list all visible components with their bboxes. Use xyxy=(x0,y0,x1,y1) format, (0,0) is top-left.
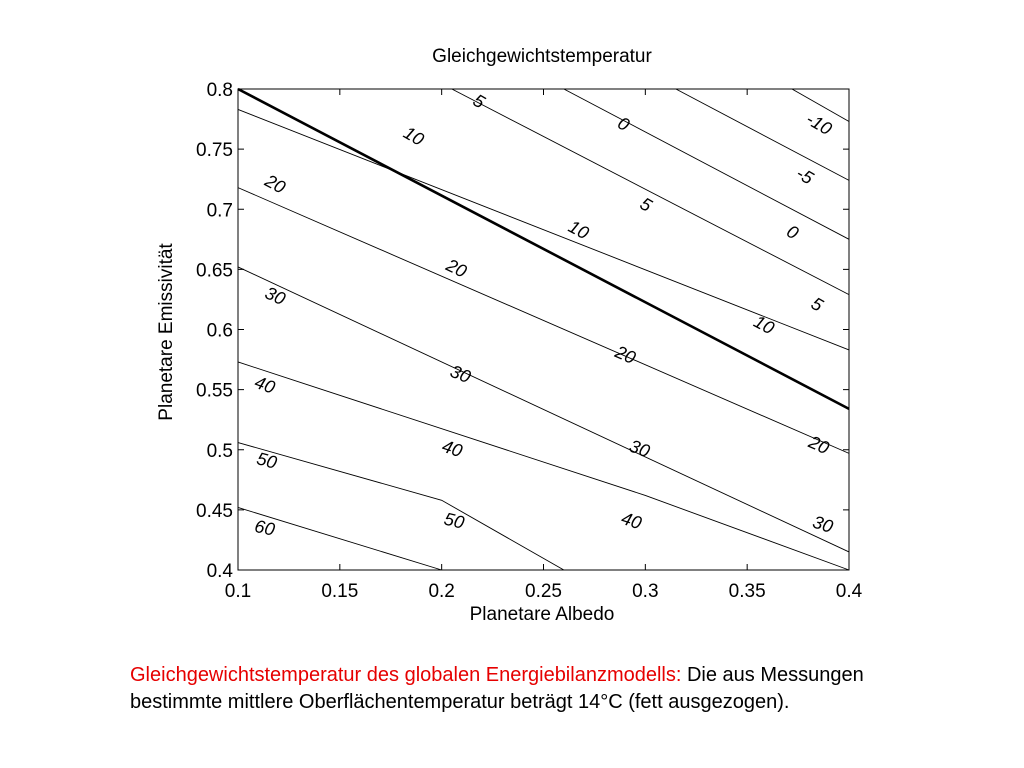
contour-line xyxy=(563,88,850,240)
contour-line xyxy=(451,88,850,296)
contour-label: 40 xyxy=(440,436,465,461)
contour-label: 20 xyxy=(611,341,638,368)
y-tick-label: 0.6 xyxy=(207,321,233,342)
contour-label: 5 xyxy=(808,293,828,316)
contour-label: 30 xyxy=(447,361,473,387)
contour-line-highlight xyxy=(237,87,850,411)
x-tick-label: 0.3 xyxy=(632,581,658,602)
y-tick-label: 0.45 xyxy=(196,501,233,522)
contour-label: 30 xyxy=(627,436,653,462)
contour-label: 5 xyxy=(470,90,490,113)
y-tick-label: 0.4 xyxy=(207,561,234,582)
y-tick-label: 0.75 xyxy=(196,140,233,161)
contour-lines xyxy=(237,87,850,571)
x-axis: 0.1 0.15 0.2 0.25 0.3 0.35 0.4 xyxy=(225,89,863,602)
caption-heading: Gleichgewichtstemperatur des globalen En… xyxy=(130,664,682,686)
x-tick-label: 0.2 xyxy=(428,581,454,602)
y-tick-label: 0.5 xyxy=(207,441,233,462)
contour-label: 30 xyxy=(262,283,288,309)
contour-line xyxy=(237,109,850,351)
y-axis-label: Planetare Emissivität xyxy=(156,243,177,421)
contour-label: 5 xyxy=(637,193,657,216)
contour-label: 60 xyxy=(253,516,277,540)
caption-text: Die aus Messungen bestimmte mittlere Obe… xyxy=(130,664,864,713)
contour-label: 10 xyxy=(565,216,592,243)
y-tick-label: 0.8 xyxy=(207,80,233,101)
contour-label: 50 xyxy=(442,509,466,533)
contour-label: 10 xyxy=(400,122,427,149)
contour-line xyxy=(237,507,442,571)
contour-label: 10 xyxy=(751,311,778,338)
x-tick-label: 0.35 xyxy=(729,581,766,602)
contour-label: -10 xyxy=(803,109,836,139)
contour-line xyxy=(237,266,850,553)
y-tick-label: 0.55 xyxy=(196,381,233,402)
contour-label: 40 xyxy=(619,508,644,533)
contour-line xyxy=(791,88,850,122)
y-tick-label: 0.7 xyxy=(207,200,233,221)
chart-title: Gleichgewichtstemperatur xyxy=(432,46,652,67)
contour-line xyxy=(237,361,850,571)
contour-line xyxy=(675,88,850,181)
figure-caption: Gleichgewichtstemperatur des globalen En… xyxy=(130,662,900,716)
contour-line xyxy=(237,187,850,454)
x-tick-label: 0.4 xyxy=(836,581,863,602)
contour-label: 50 xyxy=(255,448,280,473)
contour-label: 20 xyxy=(261,170,289,198)
x-tick-label: 0.25 xyxy=(525,581,562,602)
contour-label: 40 xyxy=(252,372,278,398)
x-axis-label: Planetare Albedo xyxy=(470,604,615,625)
y-tick-label: 0.65 xyxy=(196,260,233,281)
contour-label: 0 xyxy=(783,221,802,243)
y-axis: 0.4 0.45 0.5 0.55 0.6 0.65 0.7 0.75 0.8 xyxy=(196,80,849,582)
contour-line xyxy=(237,442,565,571)
x-tick-label: 0.15 xyxy=(321,581,358,602)
contour-label: 30 xyxy=(810,512,835,537)
x-tick-label: 0.1 xyxy=(225,581,251,602)
contour-label: 20 xyxy=(442,254,470,281)
contour-label: 20 xyxy=(805,431,832,458)
contour-label: -5 xyxy=(793,163,818,189)
